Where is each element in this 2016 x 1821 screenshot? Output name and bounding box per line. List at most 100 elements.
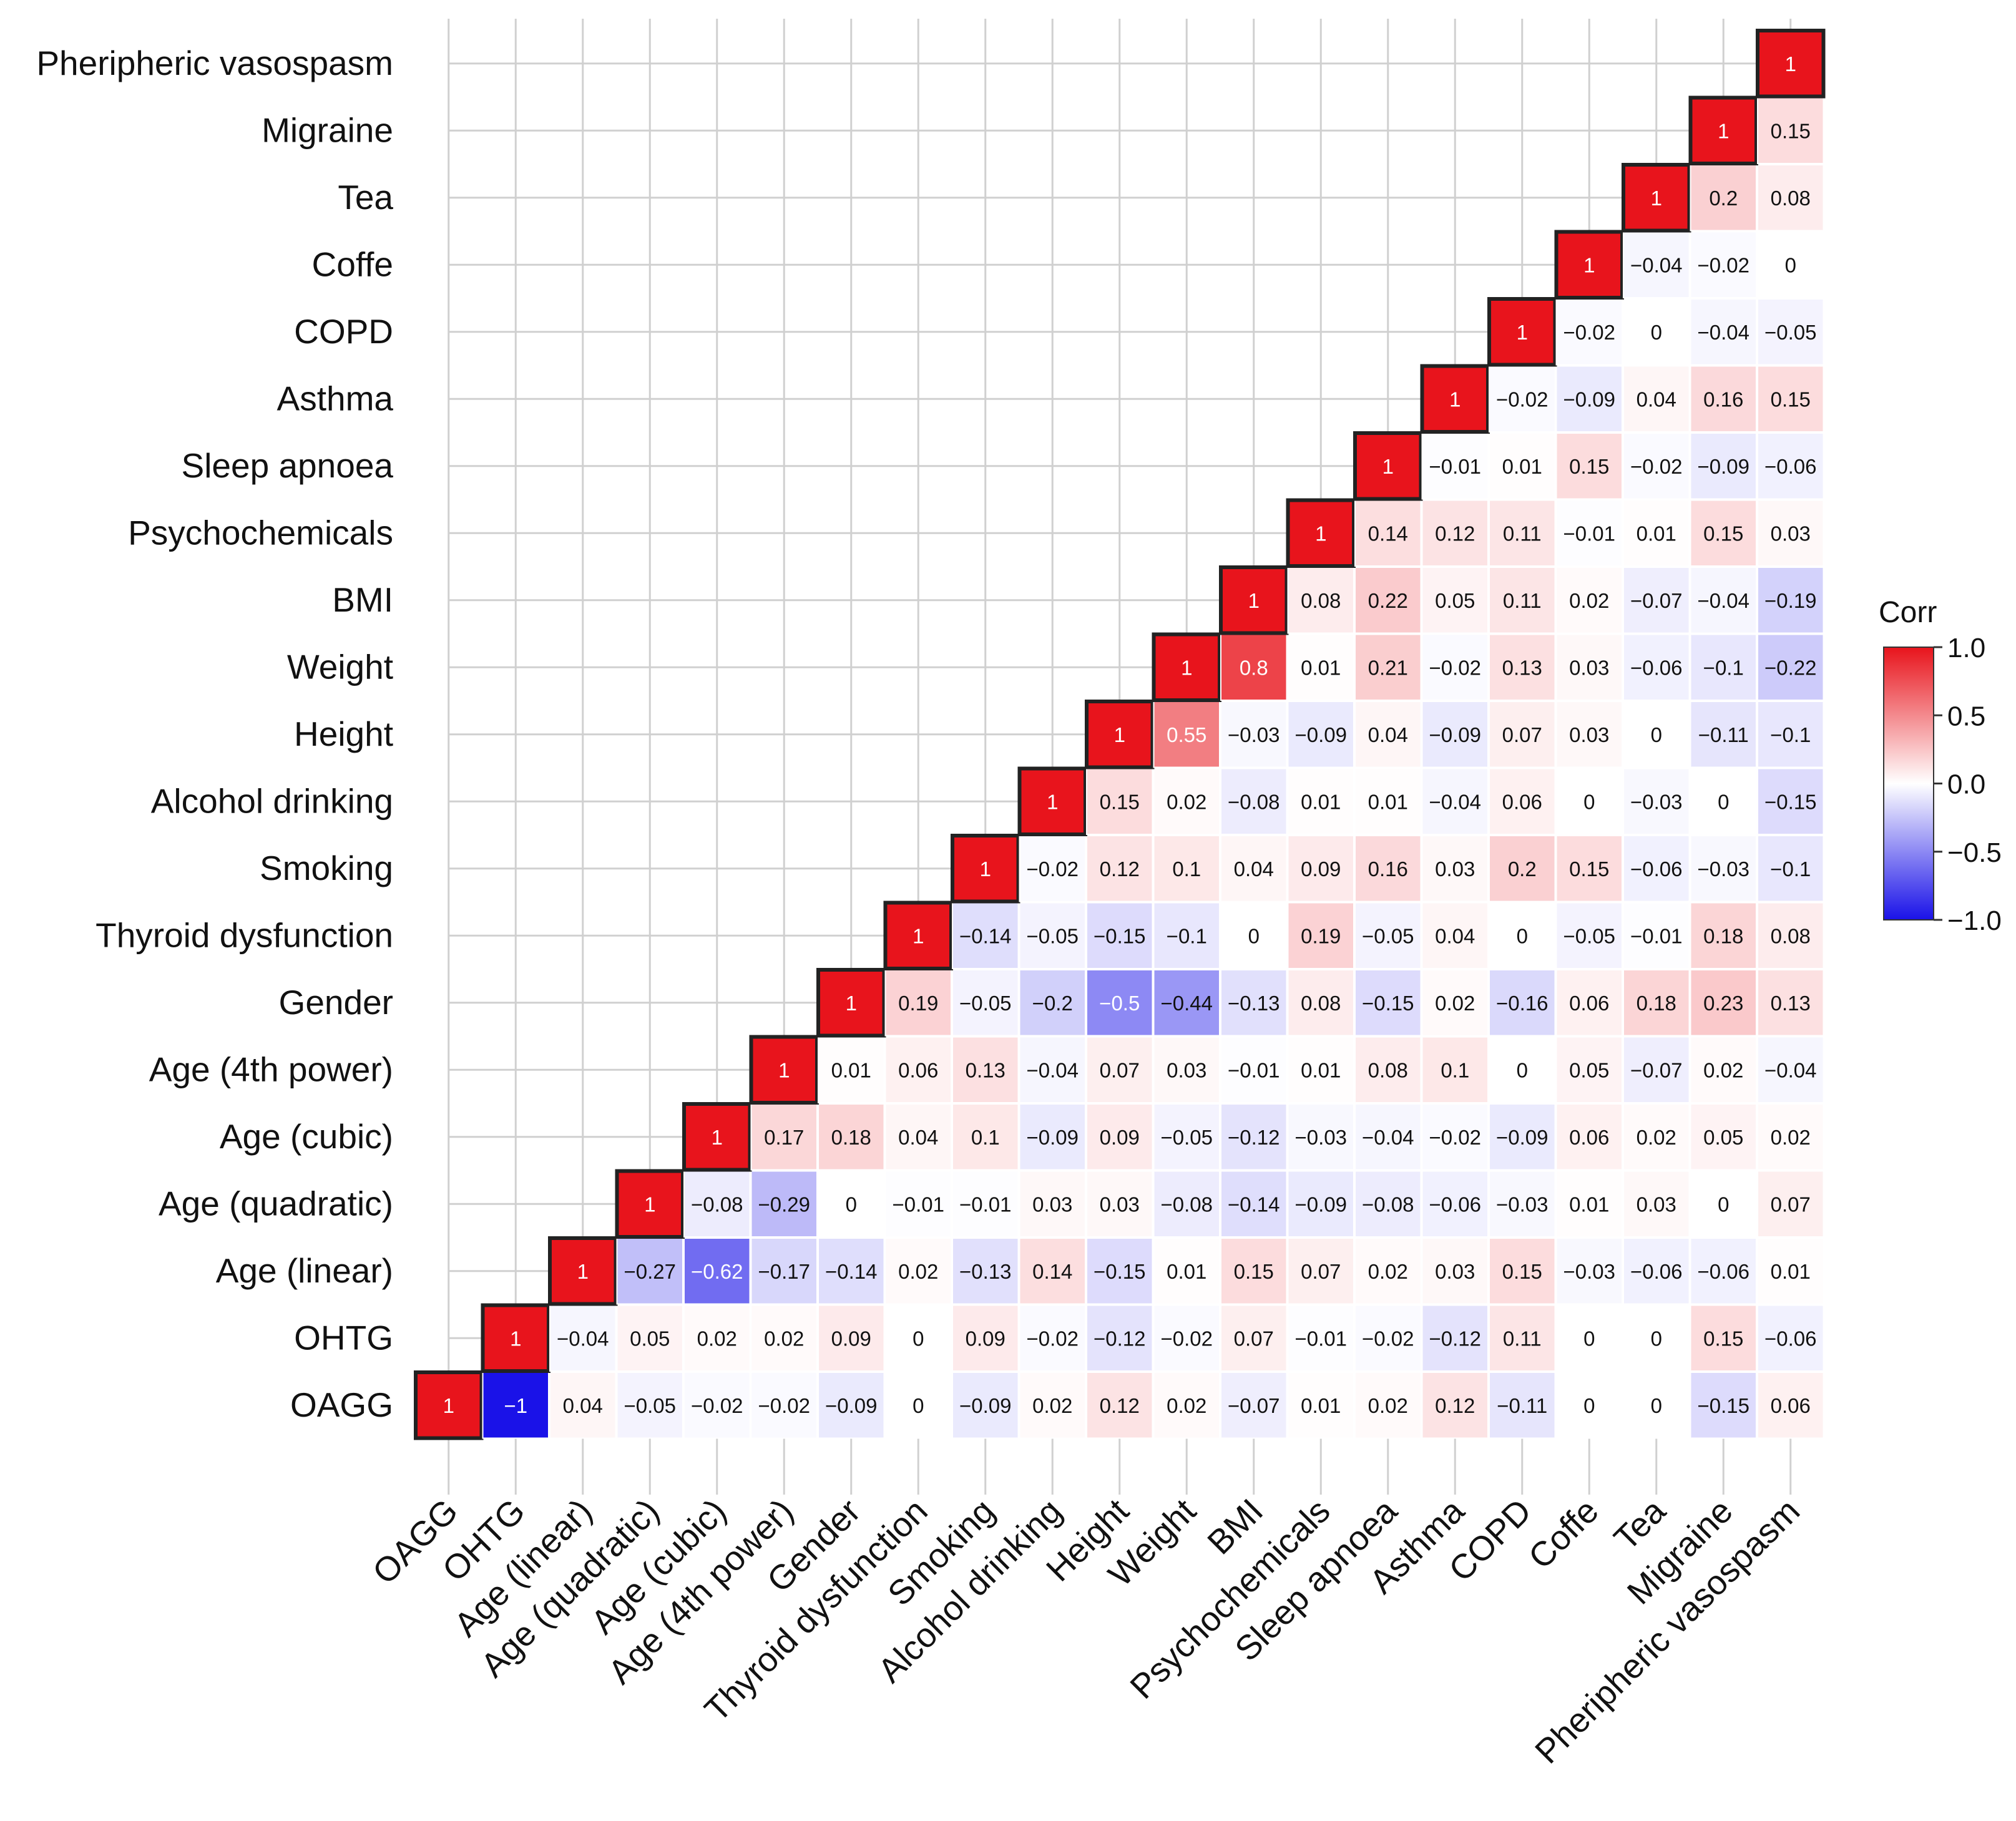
cell-value-label: 0.03: [1771, 522, 1811, 545]
cell-value-label: 0.01: [1771, 1260, 1811, 1283]
y-axis-label: Age (quadratic): [159, 1184, 393, 1223]
cell-value-label: −0.11: [1698, 723, 1749, 746]
y-axis-label: Migraine: [262, 110, 393, 149]
cell-value-label: −0.03: [1630, 790, 1683, 813]
heatmap-cell: [1757, 365, 1824, 432]
cell-value-label: 0.15: [1703, 1327, 1743, 1350]
cell-value-label: 0: [1651, 723, 1662, 746]
heatmap-cell: [1489, 1103, 1556, 1171]
cell-value-label: 0.19: [1301, 924, 1341, 947]
cell-value-label: 0: [1583, 1327, 1595, 1350]
cell-value-label: −0.01: [1228, 1058, 1280, 1081]
heatmap-cell: [549, 1304, 617, 1372]
cell-value-label: −0.09: [1027, 1126, 1079, 1149]
cell-value-label: −0.09: [1295, 1193, 1348, 1216]
cell-value-label: 0.02: [1032, 1394, 1072, 1417]
cell-value-label: −0.03: [1698, 857, 1750, 881]
heatmap-cell: [1623, 633, 1690, 701]
cell-value-label: 1: [577, 1260, 589, 1283]
cell-value-label: 0.04: [1435, 924, 1475, 947]
cell-value-label: −0.22: [1764, 656, 1817, 679]
heatmap-cell: [1153, 969, 1220, 1037]
heatmap-cell: [1086, 768, 1153, 835]
heatmap-cell: [1086, 1103, 1153, 1171]
cell-value-label: 0.01: [1301, 1058, 1341, 1081]
heatmap-cell: [616, 1304, 683, 1372]
heatmap-cell: [1354, 969, 1422, 1037]
cell-value-label: 0.02: [1771, 1126, 1811, 1149]
y-axis-labels: OAGG OHTG Age (linear) Age (quadratic) Age (…: [36, 44, 393, 1424]
cell-value-label: 1: [913, 924, 924, 947]
cell-value-label: 0.08: [1301, 992, 1341, 1015]
cell-value-label: −0.05: [1027, 924, 1079, 947]
heatmap-cell: [818, 1036, 885, 1103]
heatmap-cell: [1757, 633, 1824, 701]
heatmap-cell: [1690, 701, 1757, 768]
cell-value-label: 0.01: [1368, 790, 1408, 813]
heatmap-cell: [1421, 567, 1489, 634]
cell-value-label: −0.13: [1228, 992, 1280, 1015]
heatmap-cell: [1757, 97, 1824, 164]
cell-value-label: −0.09: [1698, 455, 1750, 478]
heatmap-cell: [1086, 1170, 1153, 1238]
heatmap-cell: [1690, 432, 1757, 500]
cell-value-label: 0.12: [1435, 1394, 1475, 1417]
cell-value-label: 0.16: [1703, 388, 1743, 411]
heatmap-cell: [1555, 1103, 1623, 1171]
heatmap-cell: [1623, 1304, 1690, 1372]
cell-value-label: 0.03: [1637, 1193, 1676, 1216]
heatmap-cell: [1354, 567, 1422, 634]
cell-value-label: 0: [846, 1193, 857, 1216]
cell-value-label: −0.44: [1161, 992, 1213, 1015]
cell-value-label: 0.09: [966, 1327, 1006, 1350]
cell-value-label: −0.62: [691, 1260, 743, 1283]
cell-value-label: −0.09: [1496, 1126, 1549, 1149]
cell-value-label: 0.8: [1240, 656, 1268, 679]
heatmap-cell: [1489, 432, 1556, 500]
cell-value-label: −0.03: [1295, 1126, 1348, 1149]
cell-value-label: 0.01: [1301, 656, 1341, 679]
heatmap-cell: [818, 1238, 885, 1305]
heatmap-cell: [1489, 633, 1556, 701]
cell-value-label: 0.03: [1032, 1193, 1072, 1216]
cell-value-label: 0.13: [1502, 656, 1542, 679]
cell-value-label: 0.08: [1301, 589, 1341, 612]
cell-value-label: 0.02: [1637, 1126, 1676, 1149]
cell-value-label: −0.05: [1764, 321, 1817, 344]
heatmap-cell: [1489, 1238, 1556, 1305]
heatmap-cell: [1421, 768, 1489, 835]
cell-value-label: 0.04: [1637, 388, 1676, 411]
cell-value-label: −0.15: [1362, 992, 1414, 1015]
y-axis-label: Tea: [338, 178, 393, 217]
y-axis-label: Gender: [279, 983, 393, 1022]
cell-value-label: −0.29: [758, 1193, 811, 1216]
y-axis-label: Smoking: [260, 849, 393, 887]
cell-value-label: 1: [1517, 321, 1528, 344]
cell-value-label: 1: [712, 1126, 723, 1149]
heatmap-cell-diagonal: [1286, 498, 1356, 568]
heatmap-cell: [1623, 567, 1690, 634]
heatmap-cell: [884, 1238, 952, 1305]
heatmap-cell: [1086, 1238, 1153, 1305]
cell-value-label: 0.15: [1502, 1260, 1542, 1283]
heatmap-cell: [1489, 499, 1556, 567]
heatmap-cell: [1220, 1304, 1288, 1372]
cell-value-label: 1: [778, 1058, 790, 1081]
y-axis-label: Age (4th power): [149, 1050, 393, 1088]
cell-value-label: 0.06: [1569, 992, 1609, 1015]
heatmap-cell: [1287, 1103, 1354, 1171]
heatmap-cell: [952, 1372, 1019, 1439]
heatmap-cell: [1690, 1103, 1757, 1171]
heatmap-cell: [884, 1036, 952, 1103]
cell-value-label: 0.06: [898, 1058, 938, 1081]
heatmap-cell: [1019, 1238, 1086, 1305]
cell-value-label: 0.16: [1368, 857, 1408, 881]
heatmap-cell: [1690, 768, 1757, 835]
heatmap-cell-diagonal: [481, 1303, 550, 1373]
cell-value-label: 0.05: [1703, 1126, 1743, 1149]
cell-value-label: 0.11: [1503, 1327, 1542, 1350]
heatmap-cell: [1757, 432, 1824, 500]
heatmap-cell: [1489, 1372, 1556, 1439]
cell-value-label: 0.13: [1771, 992, 1811, 1015]
heatmap-cell: [1421, 1103, 1489, 1171]
